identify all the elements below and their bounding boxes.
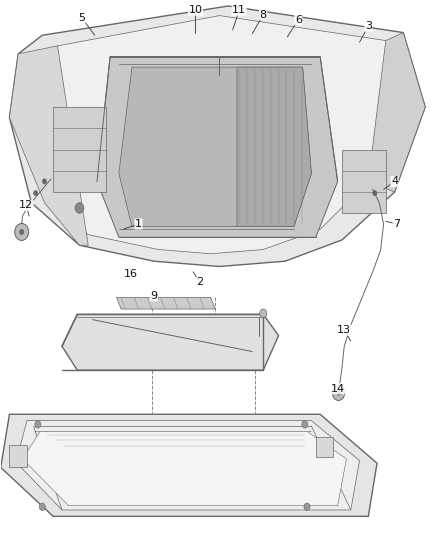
Circle shape [75, 203, 84, 213]
Circle shape [372, 190, 376, 196]
Text: 3: 3 [364, 21, 371, 31]
Polygon shape [315, 437, 332, 457]
Polygon shape [10, 46, 88, 245]
Text: 13: 13 [336, 325, 350, 335]
Polygon shape [117, 297, 215, 309]
Polygon shape [31, 15, 398, 254]
Polygon shape [10, 6, 424, 266]
Polygon shape [53, 107, 106, 192]
Text: 9: 9 [150, 290, 157, 301]
Text: 10: 10 [188, 5, 202, 15]
Text: 7: 7 [392, 219, 399, 229]
Circle shape [336, 391, 339, 395]
Text: 14: 14 [330, 384, 344, 394]
Text: 4: 4 [390, 176, 397, 187]
Polygon shape [16, 421, 359, 510]
Circle shape [332, 385, 344, 400]
Polygon shape [22, 431, 346, 506]
Circle shape [14, 223, 28, 240]
Polygon shape [367, 33, 424, 192]
Polygon shape [119, 67, 311, 227]
Polygon shape [10, 445, 27, 467]
Polygon shape [1, 414, 376, 516]
Circle shape [259, 309, 266, 318]
Circle shape [301, 421, 307, 428]
Circle shape [19, 229, 24, 235]
Text: 5: 5 [78, 13, 85, 23]
Circle shape [25, 201, 30, 206]
Circle shape [303, 503, 309, 511]
Text: 1: 1 [135, 219, 142, 229]
Circle shape [33, 190, 38, 196]
Text: 8: 8 [259, 10, 266, 20]
Circle shape [39, 503, 45, 511]
Text: 11: 11 [232, 5, 246, 15]
Polygon shape [237, 67, 311, 227]
Polygon shape [62, 314, 278, 370]
Text: 12: 12 [19, 200, 33, 211]
Polygon shape [97, 56, 337, 237]
Text: 6: 6 [294, 15, 301, 25]
Text: 16: 16 [124, 270, 138, 279]
Polygon shape [341, 150, 385, 213]
Circle shape [35, 421, 41, 428]
Text: 2: 2 [196, 278, 203, 287]
Circle shape [42, 179, 46, 184]
